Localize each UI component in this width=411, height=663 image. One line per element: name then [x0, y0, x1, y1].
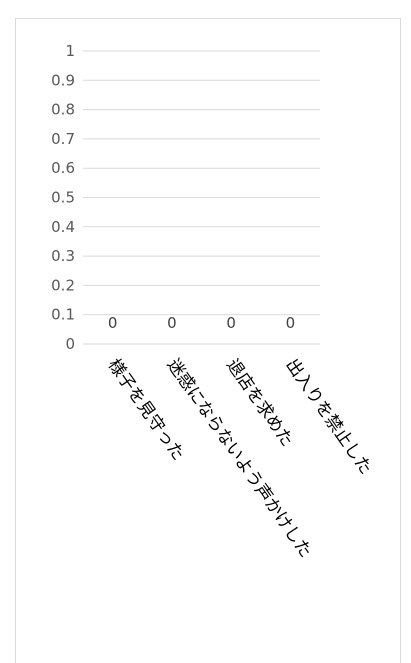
y-tick-label: 0 — [65, 335, 75, 353]
y-tick-label: 1 — [65, 42, 75, 60]
y-tick-label: 0.2 — [51, 276, 75, 294]
data-label: 0 — [226, 314, 236, 332]
y-tick-label: 0.4 — [51, 218, 75, 236]
y-tick-label: 0.8 — [51, 101, 75, 119]
y-tick-label: 0.6 — [51, 159, 75, 177]
data-label: 0 — [108, 314, 118, 332]
data-label: 0 — [167, 314, 177, 332]
y-tick-label: 0.7 — [51, 130, 75, 148]
y-tick-label: 0.9 — [51, 71, 75, 89]
chart-area — [15, 18, 401, 663]
y-tick-label: 0.1 — [51, 306, 75, 324]
category-label: 出入りを禁止した — [281, 355, 375, 478]
data-label: 0 — [286, 314, 296, 332]
y-tick-label: 0.5 — [51, 189, 75, 207]
y-tick-label: 0.3 — [51, 247, 75, 265]
